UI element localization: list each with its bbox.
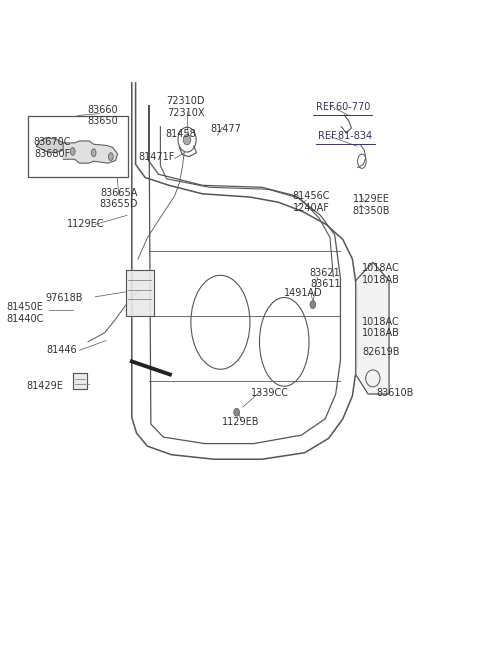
Text: 1018AC
1018AB: 1018AC 1018AB: [362, 263, 400, 285]
Text: 81429E: 81429E: [27, 381, 63, 391]
Polygon shape: [73, 373, 87, 390]
Text: 1491AD: 1491AD: [284, 288, 323, 298]
Polygon shape: [63, 141, 118, 163]
Text: 81446: 81446: [47, 345, 77, 355]
Text: 83660
83650: 83660 83650: [87, 105, 118, 126]
Text: 97618B: 97618B: [46, 293, 83, 303]
Text: 83665A
83655D: 83665A 83655D: [100, 187, 138, 209]
Ellipse shape: [234, 408, 240, 416]
Text: 1129EB: 1129EB: [222, 417, 259, 427]
Ellipse shape: [91, 149, 96, 157]
Text: 1018AC
1018AB: 1018AC 1018AB: [362, 317, 400, 338]
Text: 81456C
1240AF: 81456C 1240AF: [292, 191, 330, 213]
Text: REF.60-770: REF.60-770: [316, 102, 370, 112]
Text: 81458: 81458: [166, 129, 196, 139]
FancyBboxPatch shape: [28, 115, 129, 178]
Text: 82619B: 82619B: [362, 346, 400, 356]
Text: 81471F: 81471F: [139, 151, 175, 162]
Ellipse shape: [183, 134, 191, 145]
Polygon shape: [126, 270, 154, 316]
Text: 83670C
83680F: 83670C 83680F: [34, 138, 71, 159]
Text: 1339CC: 1339CC: [251, 388, 289, 398]
Ellipse shape: [310, 301, 316, 309]
Text: 1129EC: 1129EC: [67, 219, 104, 229]
Ellipse shape: [71, 147, 75, 155]
Text: 72310D
72310X: 72310D 72310X: [167, 96, 205, 118]
Text: 81450E
81440C: 81450E 81440C: [6, 303, 44, 324]
Polygon shape: [356, 262, 389, 394]
Text: 83610B: 83610B: [376, 388, 414, 398]
Text: 1129EE
81350B: 1129EE 81350B: [353, 194, 390, 215]
Text: 83621
83611: 83621 83611: [310, 268, 341, 290]
Ellipse shape: [108, 153, 113, 160]
Text: REF.81-834: REF.81-834: [318, 132, 372, 141]
Text: 81477: 81477: [211, 124, 241, 134]
Polygon shape: [36, 138, 63, 153]
